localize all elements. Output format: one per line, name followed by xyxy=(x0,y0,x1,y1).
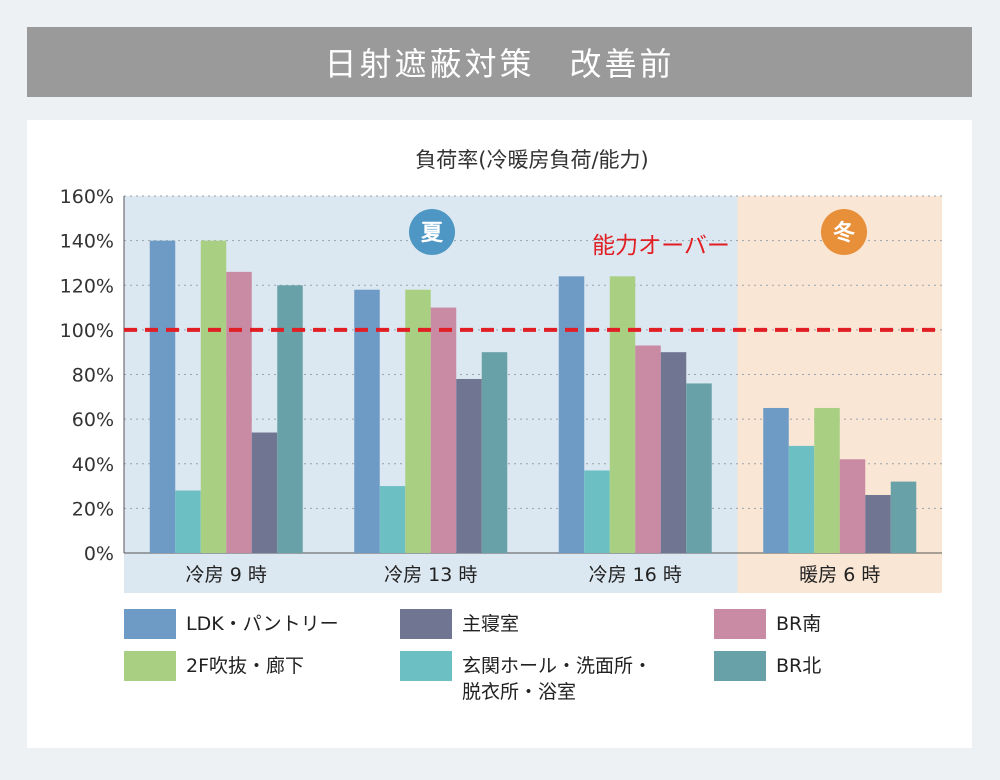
bar-5-0 xyxy=(277,285,303,553)
y-tick-label: 100% xyxy=(60,320,114,342)
y-tick-label: 140% xyxy=(60,231,114,253)
legend-swatch xyxy=(124,609,176,639)
legend-label: 2F吹抜・廊下 xyxy=(186,655,305,677)
bar-1-1 xyxy=(379,486,406,553)
bar-2-3 xyxy=(814,407,840,553)
legend-swatch xyxy=(714,609,766,639)
legend-item: BR南 xyxy=(714,609,821,639)
y-tick-label: 20% xyxy=(72,498,114,520)
bar-5-3 xyxy=(890,481,917,553)
category-label: 冷房 16 時 xyxy=(589,564,682,586)
bar-1-0 xyxy=(175,490,201,553)
legend-item: 2F吹抜・廊下 xyxy=(124,651,304,681)
region-badge-label-0: 夏 xyxy=(421,221,444,246)
bar-0-2 xyxy=(558,276,585,553)
bar-3-0 xyxy=(226,271,252,553)
y-tick-label: 60% xyxy=(72,409,114,431)
bar-4-1 xyxy=(456,378,482,553)
bar-4-0 xyxy=(251,432,278,553)
legend-item: 玄関ホール・洗面所・ 脱衣所・浴室 xyxy=(400,651,652,705)
bar-3-3 xyxy=(839,459,866,553)
bar-4-2 xyxy=(660,352,687,553)
region-badge-0 xyxy=(409,209,455,255)
legend-swatch xyxy=(400,609,452,639)
category-label: 暖房 6 時 xyxy=(799,564,880,586)
legend-label: LDK・パントリー xyxy=(186,613,339,635)
bar-0-3 xyxy=(763,407,789,553)
legend-label: 主寝室 xyxy=(462,613,520,635)
bar-1-3 xyxy=(788,445,815,553)
y-tick-label: 40% xyxy=(72,454,114,476)
chart-title: 負荷率(冷暖房負荷/能力) xyxy=(415,148,648,172)
category-label: 冷房 9 時 xyxy=(186,564,267,586)
chart-panel: 0% 20% 40% 60% 80% 100% 120% 140% 160% 能力オーバー 夏 冬冷房… xyxy=(27,120,972,748)
legend-swatch xyxy=(714,651,766,681)
region-badge-1 xyxy=(821,209,867,255)
bar-3-2 xyxy=(635,345,661,553)
bar-2-1 xyxy=(405,289,431,553)
y-tick-label: 160% xyxy=(60,186,114,208)
bar-5-1 xyxy=(481,352,508,553)
page-title: 日射遮蔽対策 改善前 xyxy=(27,27,972,97)
y-tick-label: 120% xyxy=(60,275,114,297)
bar-3-1 xyxy=(430,307,457,553)
legend-label: 玄関ホール・洗面所・ 脱衣所・浴室 xyxy=(462,655,653,703)
bar-4-3 xyxy=(865,494,891,553)
reference-line-label: 能力オーバー xyxy=(592,233,730,259)
region-badge-label-1: 冬 xyxy=(833,220,855,246)
bar-2-2 xyxy=(609,276,636,553)
legend-label: BR北 xyxy=(776,655,822,677)
y-tick-label: 80% xyxy=(72,365,114,387)
legend-item: BR北 xyxy=(714,651,821,681)
bar-5-2 xyxy=(686,383,712,553)
bar-2-0 xyxy=(200,240,227,553)
legend-item: LDK・パントリー xyxy=(124,609,339,639)
category-label: 冷房 13 時 xyxy=(384,564,477,586)
legend-item: 主寝室 xyxy=(400,609,519,639)
bar-1-2 xyxy=(584,470,610,553)
bar-0-1 xyxy=(354,289,380,553)
bar-chart: 0% 20% 40% 60% 80% 100% 120% 140% 160% 能力オーバー 夏 冬冷房… xyxy=(60,148,943,593)
bar-0-0 xyxy=(149,240,176,553)
y-tick-label: 0% xyxy=(84,543,114,565)
legend-label: BR南 xyxy=(776,613,822,635)
legend-swatch xyxy=(400,651,452,681)
legend-swatch xyxy=(124,651,176,681)
